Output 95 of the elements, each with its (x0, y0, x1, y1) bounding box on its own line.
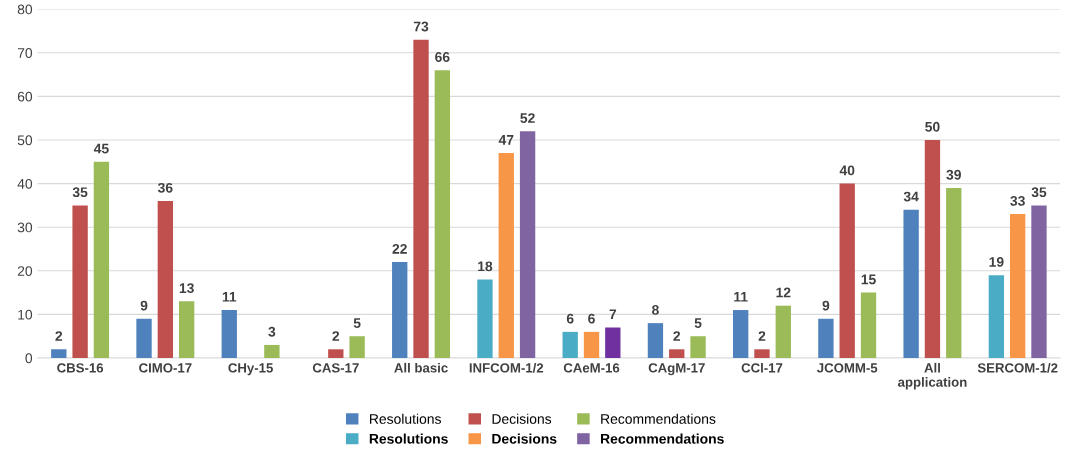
x-tick-label: All application (898, 362, 967, 390)
bar (328, 349, 344, 359)
bar (1010, 214, 1026, 359)
data-label: 6 (588, 313, 595, 324)
data-label: 18 (478, 261, 493, 272)
bar (647, 323, 664, 359)
data-label: 34 (903, 191, 919, 202)
legend-label: Decisions (492, 413, 552, 424)
data-label: 3 (268, 326, 276, 337)
data-label: 6 (566, 313, 574, 324)
y-tick-label: 20 (17, 266, 33, 276)
data-label: 50 (925, 121, 940, 132)
bar (157, 201, 174, 359)
x-tick-label: CHy-15 (228, 363, 273, 376)
bar (690, 336, 706, 359)
bar (818, 318, 834, 359)
x-tick-label: CBS-16 (57, 363, 104, 373)
bar (51, 349, 67, 359)
bar (583, 331, 600, 359)
legend-label: Decisions (492, 433, 557, 444)
bar (988, 275, 1005, 359)
bar (669, 349, 685, 359)
data-label: 7 (609, 309, 617, 320)
data-label: 22 (392, 243, 407, 254)
bar (519, 131, 536, 359)
y-tick-label: 10 (18, 309, 33, 320)
x-tick-label: SERCOM-1/2 (977, 362, 1058, 373)
legend-label: Recommendations (601, 413, 716, 424)
legend-label: Recommendations (601, 433, 724, 444)
data-label: 2 (673, 331, 681, 341)
bar (903, 209, 919, 359)
data-label: 9 (140, 300, 148, 311)
bar (72, 205, 88, 359)
y-tick-label: 40 (17, 178, 33, 189)
data-label: 9 (822, 300, 830, 311)
y-tick-label: 60 (17, 91, 33, 102)
data-label: 36 (157, 182, 173, 193)
data-label: 15 (861, 274, 876, 285)
bar (178, 301, 195, 359)
bar (839, 183, 855, 359)
bar (775, 305, 791, 359)
bar (93, 161, 110, 359)
data-label: 5 (694, 318, 702, 328)
bar (754, 349, 770, 359)
x-tick-label: CAS-17 (312, 363, 359, 373)
bar (477, 279, 493, 359)
y-tick-label: 70 (17, 48, 33, 58)
bar (860, 292, 877, 359)
data-label: 45 (93, 143, 109, 154)
legend-label: Resolutions (369, 433, 448, 444)
bar (732, 310, 749, 359)
data-label: 39 (946, 169, 961, 180)
bar (498, 153, 514, 359)
data-label: 11 (222, 292, 237, 302)
data-label: 47 (498, 135, 514, 145)
y-tick-label: 80 (17, 4, 33, 15)
data-label: 66 (435, 52, 450, 62)
y-tick-label: 50 (17, 135, 33, 146)
bar (413, 39, 429, 359)
x-tick-label: CAeM-16 (563, 363, 620, 373)
bar (605, 327, 621, 359)
x-tick-label: INFCOM-1/2 (469, 362, 544, 373)
data-label: 8 (652, 305, 659, 315)
bar (924, 139, 941, 359)
y-tick-label: 30 (17, 222, 33, 233)
bar (946, 187, 962, 359)
x-tick-label: All basic (394, 362, 448, 373)
bar (392, 262, 408, 359)
data-label: 12 (776, 287, 791, 298)
bar (562, 331, 578, 359)
data-label: 13 (179, 283, 194, 294)
x-tick-label: CIMO-17 (139, 363, 192, 373)
data-label: 33 (1010, 195, 1025, 206)
bar (264, 344, 280, 359)
data-label: 2 (332, 331, 340, 341)
data-label: 40 (839, 165, 855, 176)
bar (1031, 205, 1047, 359)
data-label: 35 (1031, 187, 1047, 198)
data-label: 52 (520, 113, 535, 123)
bar (434, 70, 451, 359)
y-tick-label: 0 (25, 353, 33, 364)
bar (349, 336, 365, 359)
bar (221, 310, 237, 359)
x-tick-label: CCl-17 (741, 362, 783, 373)
x-tick-label: CAgM-17 (648, 363, 705, 376)
bar (136, 318, 152, 359)
x-tick-label: JCOMM-5 (816, 363, 878, 373)
data-label: 2 (55, 331, 63, 341)
data-label: 5 (353, 318, 361, 328)
data-label: 35 (72, 187, 88, 198)
data-label: 2 (758, 331, 766, 341)
data-label: 19 (989, 257, 1004, 267)
data-label: 11 (734, 292, 748, 302)
data-label: 73 (413, 21, 429, 32)
legend-label: Resolutions (370, 413, 441, 424)
